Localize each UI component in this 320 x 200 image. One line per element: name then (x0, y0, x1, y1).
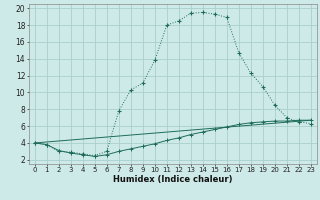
X-axis label: Humidex (Indice chaleur): Humidex (Indice chaleur) (113, 175, 233, 184)
